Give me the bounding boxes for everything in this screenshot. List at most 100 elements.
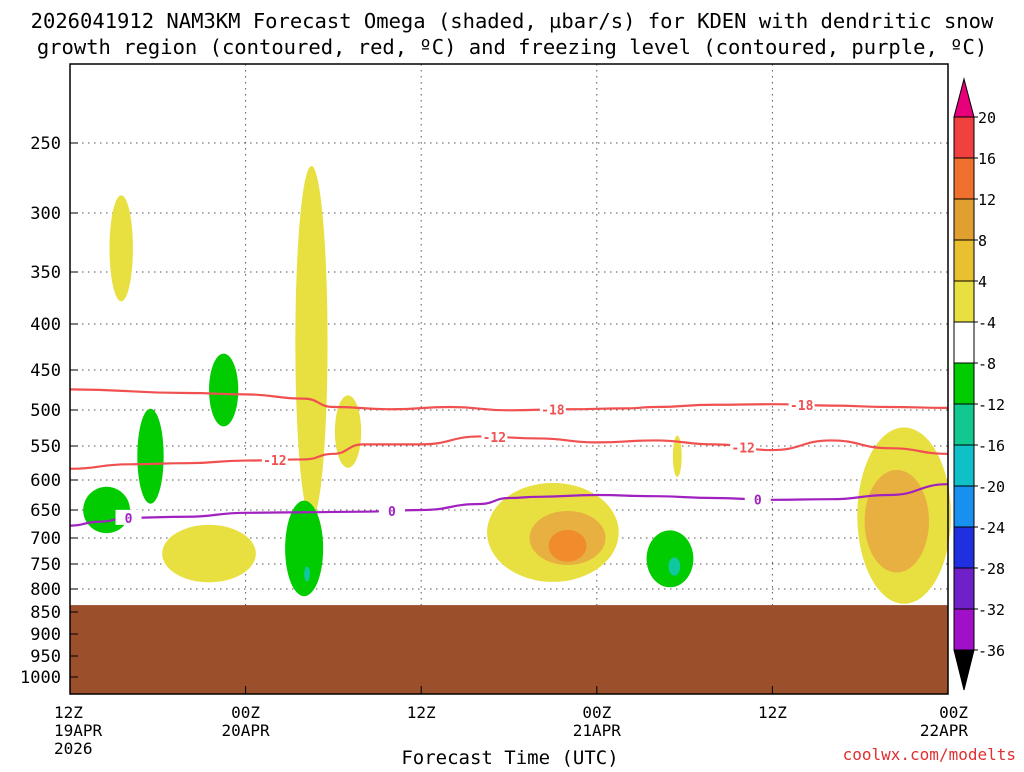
x-tick-year: 2026: [54, 739, 93, 758]
y-tick-label: 650: [30, 501, 61, 521]
colorbar-segment: [953, 198, 975, 241]
x-tick-label: 12Z: [758, 703, 787, 722]
colorbar-label: -32: [978, 601, 1005, 619]
colorbar-label: 8: [978, 232, 987, 250]
contour-label: -12: [731, 441, 754, 456]
colorbar-label: 12: [978, 191, 996, 209]
x-tick-date: 21APR: [573, 721, 622, 740]
colorbar-segment: [953, 403, 975, 446]
x-tick-label: 00Z: [231, 703, 260, 722]
y-tick-label: 950: [30, 647, 61, 667]
y-axis-ticks: 2503003504004505005506006507007508008509…: [20, 134, 78, 688]
omega-region-neg8: [304, 566, 310, 582]
colorbar-segment: [953, 485, 975, 528]
plot-area: [70, 64, 948, 694]
colorbar-segment: [953, 157, 975, 200]
y-tick-label: 350: [30, 263, 61, 283]
contour-label: -12: [263, 454, 286, 469]
colorbar-segment: [953, 444, 975, 487]
colorbar-label: -24: [978, 519, 1005, 537]
colorbar-label: 4: [978, 273, 987, 291]
terrain-fill: [70, 605, 948, 694]
colorbar-label: 16: [978, 150, 996, 168]
omega-region-4: [162, 524, 256, 583]
x-tick-date: 20APR: [222, 721, 271, 740]
omega-region-neg8: [668, 557, 681, 576]
contour-label: -18: [790, 399, 814, 414]
y-tick-label: 800: [30, 580, 61, 600]
contour-label-bg: [788, 396, 815, 412]
contour-label-bg: [481, 428, 508, 444]
colorbar-label: -36: [978, 642, 1005, 660]
omega-region-4: [109, 195, 133, 302]
colorbar-segment: [953, 321, 975, 364]
y-tick-label: 400: [30, 315, 61, 335]
y-tick-label: 300: [30, 204, 61, 224]
y-tick-label: 1000: [20, 668, 61, 688]
contour-label: -12: [483, 431, 506, 446]
y-tick-label: 750: [30, 555, 61, 575]
chart-title-line2: growth region (contoured, red, ºC) and f…: [37, 35, 987, 59]
y-tick-label: 500: [30, 401, 61, 421]
colorbar-segment: [953, 608, 975, 651]
contour-label-bg: [261, 451, 288, 467]
contour-label: 0: [754, 493, 762, 508]
omega-region-neg4: [209, 353, 239, 427]
colorbar: 20 16 12 8 4 -4 -8 -12 -16 -20 -24 -28 -32 -36: [953, 77, 1005, 691]
x-axis-label: Forecast Time (UTC): [401, 747, 618, 768]
x-tick-date: 22APR: [920, 721, 969, 740]
y-tick-label: 900: [30, 625, 61, 645]
omega-region-4: [672, 435, 682, 477]
chart-title-line1: 2026041912 NAM3KM Forecast Omega (shaded…: [31, 9, 994, 33]
contour-label: 0: [125, 512, 133, 527]
colorbar-segment: [953, 280, 975, 323]
freezing-level-contour: [69, 483, 949, 527]
plot-border: [69, 63, 949, 695]
y-tick-label: 550: [30, 437, 61, 457]
x-tick-label: 12Z: [54, 703, 83, 722]
colorbar-label: 20: [978, 109, 996, 127]
omega-region-4: [334, 395, 362, 468]
omega-region-neg4: [646, 530, 694, 588]
colorbar-label: -4: [978, 314, 996, 332]
contour-label: 0: [388, 505, 396, 520]
colorbar-segment: [953, 526, 975, 569]
colorbar-segment: [953, 116, 975, 159]
contour-label-bg: [539, 401, 566, 417]
colorbar-segment: [953, 362, 975, 405]
colorbar-segment: [953, 239, 975, 282]
colorbar-segment: [953, 567, 975, 610]
colorbar-bottom-triangle: [953, 649, 975, 691]
contour-label: -18: [541, 404, 565, 419]
omega-shading: [83, 166, 951, 604]
colorbar-label: -12: [978, 396, 1005, 414]
y-tick-label: 250: [30, 134, 61, 154]
y-tick-label: 850: [30, 603, 61, 623]
omega-region-4: [295, 166, 328, 519]
contour-label-bg: [378, 502, 405, 518]
omega-region-neg4: [137, 408, 164, 504]
contour-label-bg: [115, 509, 142, 525]
x-tick-label: 00Z: [582, 703, 611, 722]
colorbar-label: -16: [978, 437, 1005, 455]
colorbar-label: -20: [978, 478, 1005, 496]
omega-region-8: [864, 469, 929, 573]
omega-region-neg4: [285, 500, 324, 597]
contour-label-bg: [744, 491, 771, 507]
colorbar-top-triangle: [953, 77, 975, 118]
y-tick-label: 450: [30, 361, 61, 381]
x-tick-label: 00Z: [939, 703, 968, 722]
credit-text[interactable]: coolwx.com/modelts: [843, 745, 1016, 764]
colorbar-label: -8: [978, 355, 996, 373]
colorbar-label: -28: [978, 560, 1005, 578]
y-tick-label: 600: [30, 471, 61, 491]
x-tick-label: 12Z: [407, 703, 436, 722]
omega-region-12: [548, 529, 587, 562]
y-tick-label: 700: [30, 529, 61, 549]
contour-label-bg: [730, 439, 757, 455]
contour-lines: -18 -18 -12 -12 -12 0 0 0: [69, 388, 949, 527]
x-tick-date: 19APR: [54, 721, 103, 740]
